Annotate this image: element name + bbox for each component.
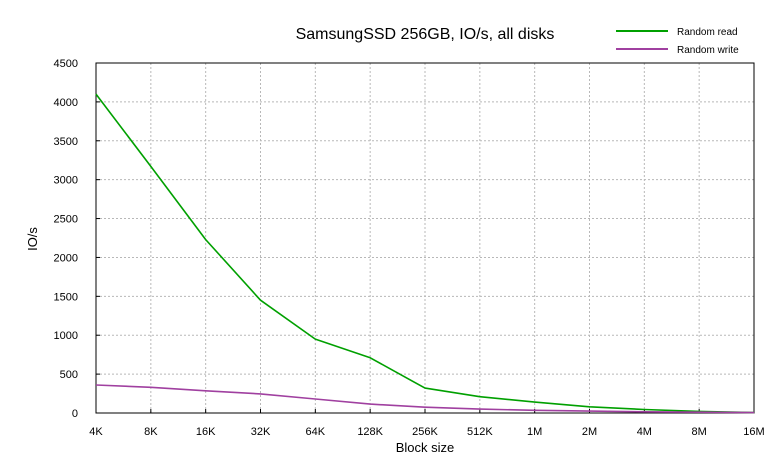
y-tick-label: 1500 (54, 291, 78, 303)
legend-label: Random read (677, 27, 738, 38)
series-line-0 (95, 93, 755, 414)
x-tick-label: 128K (357, 426, 383, 438)
y-tick-label: 1000 (54, 330, 78, 342)
y-axis-label: IO/s (25, 227, 40, 251)
x-tick-label: 4K (89, 426, 103, 438)
chart-title: SamsungSSD 256GB, IO/s, all disks (296, 26, 555, 43)
x-axis: 4K 8K 16K 32K 64K 128K 256K 512K 1M 2M 4M 8M 16M (89, 409, 765, 438)
y-axis: 0 500 1000 1500 2000 2500 3000 3500 4000 4500 (54, 58, 100, 420)
y-tick-label: 4000 (54, 97, 78, 109)
x-tick-label: 8K (144, 426, 158, 438)
x-tick-label: 256K (412, 426, 438, 438)
legend-label: Random write (677, 45, 739, 56)
x-tick-label: 8M (692, 426, 707, 438)
x-axis-label: Block size (396, 440, 455, 455)
y-tick-label: 3500 (54, 136, 78, 148)
y-tick-label: 500 (60, 369, 78, 381)
grid (95, 62, 755, 414)
x-tick-label: 64K (306, 426, 326, 438)
x-tick-label: 2M (582, 426, 597, 438)
y-tick-label: 4500 (54, 58, 78, 70)
y-tick-label: 3000 (54, 175, 78, 187)
y-tick-label: 0 (72, 408, 78, 420)
y-tick-label: 2500 (54, 214, 78, 226)
y-tick-label: 2000 (54, 252, 78, 264)
x-tick-label: 16M (743, 426, 764, 438)
series (95, 93, 755, 414)
x-tick-label: 16K (196, 426, 216, 438)
x-tick-label: 32K (251, 426, 271, 438)
x-tick-label: 4M (637, 426, 652, 438)
x-tick-label: 1M (527, 426, 542, 438)
legend: Random read Random write (616, 27, 739, 56)
series-line-1 (95, 384, 755, 414)
x-tick-label: 512K (467, 426, 493, 438)
